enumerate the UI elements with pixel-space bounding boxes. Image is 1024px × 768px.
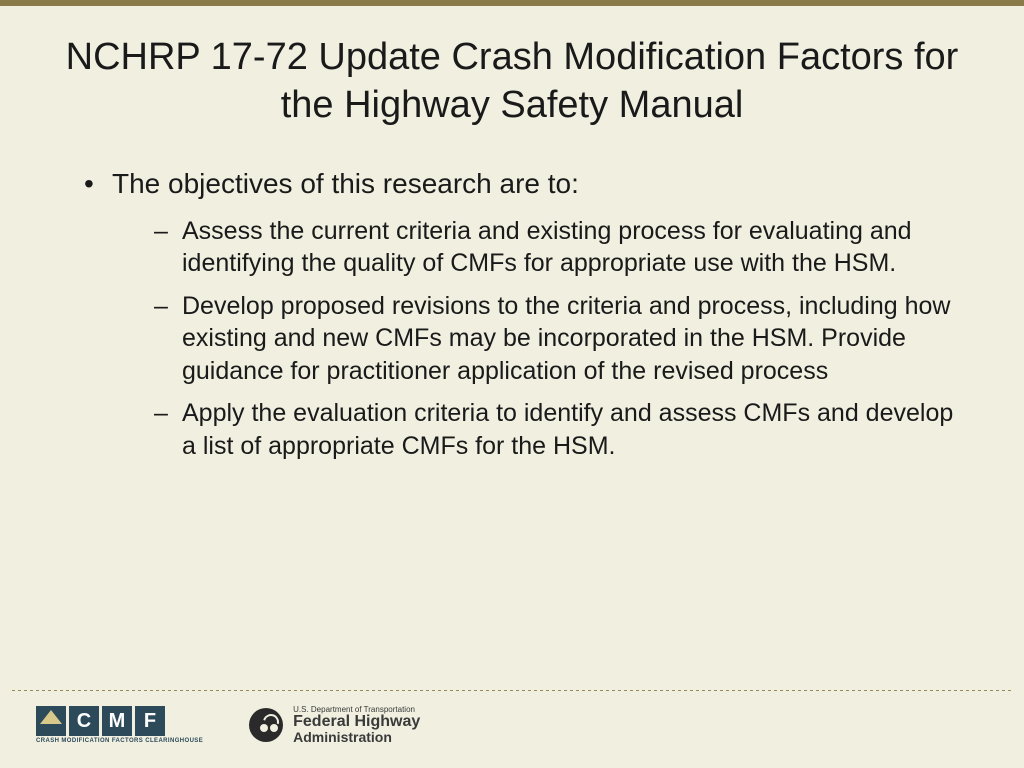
cmf-letter-c: C — [69, 706, 99, 736]
bullet-item-level2: Assess the current criteria and existing… — [154, 215, 964, 280]
fhwa-logo: U.S. Department of Transportation Federa… — [249, 705, 420, 745]
footer-logos: C M F CRASH MODIFICATION FACTORS CLEARIN… — [0, 705, 1024, 745]
fhwa-name-line1: Federal Highway — [293, 714, 420, 730]
cmf-logo: C M F CRASH MODIFICATION FACTORS CLEARIN… — [36, 706, 203, 744]
footer-divider — [12, 690, 1012, 691]
cmf-triangle-icon — [36, 706, 66, 736]
bullet-text: Assess the current criteria and existing… — [182, 217, 912, 278]
cmf-logo-row: C M F — [36, 706, 165, 736]
fhwa-seal-icon — [249, 708, 283, 742]
slide-footer: C M F CRASH MODIFICATION FACTORS CLEARIN… — [0, 690, 1024, 768]
bullet-list-level1: The objectives of this research are to: … — [60, 165, 964, 462]
slide-content: NCHRP 17-72 Update Crash Modification Fa… — [0, 6, 1024, 462]
fhwa-text-block: U.S. Department of Transportation Federa… — [293, 705, 420, 745]
bullet-item-level1: The objectives of this research are to: … — [84, 165, 964, 462]
slide-title: NCHRP 17-72 Update Crash Modification Fa… — [60, 34, 964, 129]
cmf-subtitle: CRASH MODIFICATION FACTORS CLEARINGHOUSE — [36, 738, 203, 744]
bullet-item-level2: Develop proposed revisions to the criter… — [154, 290, 964, 388]
bullet-text: Apply the evaluation criteria to identif… — [182, 399, 953, 460]
fhwa-name-line2: Administration — [293, 730, 420, 745]
bullet-item-level2: Apply the evaluation criteria to identif… — [154, 397, 964, 462]
bullet-text: The objectives of this research are to: — [112, 168, 579, 199]
cmf-letter-m: M — [102, 706, 132, 736]
bullet-list-level2: Assess the current criteria and existing… — [112, 215, 964, 463]
cmf-letter-f: F — [135, 706, 165, 736]
bullet-text: Develop proposed revisions to the criter… — [182, 292, 950, 385]
